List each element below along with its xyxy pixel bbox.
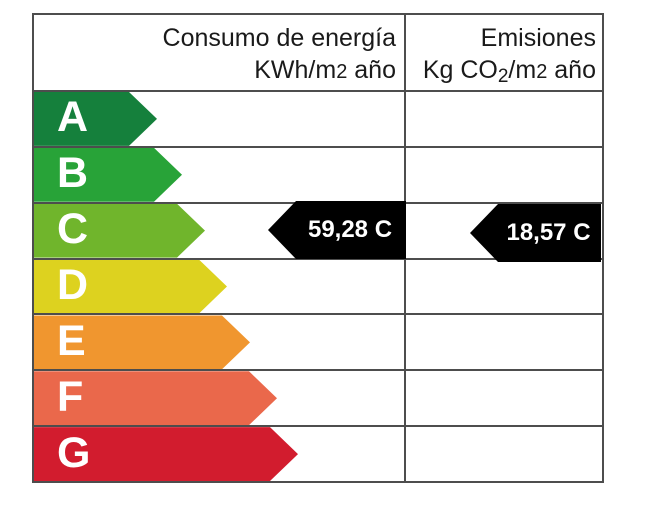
rating-row-E: E: [34, 315, 602, 372]
band-letter-E: E: [57, 316, 86, 365]
header-emissions: Emisiones Kg CO2/m2 año: [406, 15, 602, 90]
band-letter-G: G: [57, 428, 91, 477]
rating-band-arrow-E-icon: E: [34, 315, 250, 369]
rating-row-B: B: [34, 148, 602, 204]
rating-band-arrow-A-icon: A: [34, 92, 157, 146]
rating-row-A: A: [34, 92, 602, 148]
rating-band-arrow-C-icon: C: [34, 204, 205, 258]
header-consumption: Consumo de energía KWh/m2 año: [34, 15, 406, 90]
header-emissions-units: Kg CO2/m2 año: [422, 56, 596, 87]
header-emissions-title: Emisiones: [480, 24, 596, 52]
rating-row-C: C: [34, 204, 602, 260]
header-consumption-units: KWh/m2 año: [254, 56, 396, 84]
table-header: Consumo de energía KWh/m2 año Emisiones …: [34, 15, 602, 92]
consumption-indicator-value: 59,28 C: [307, 216, 393, 243]
emissions-indicator-value: 18,57 C: [506, 219, 591, 246]
rating-band-arrow-B-icon: B: [34, 148, 182, 202]
rating-band-arrow-G-icon: G: [34, 427, 298, 481]
band-letter-F: F: [57, 372, 84, 421]
rating-band-arrow-F-icon: F: [34, 371, 277, 425]
rating-row-G: G: [34, 427, 602, 481]
band-letter-D: D: [57, 261, 89, 309]
rating-row-F: F: [34, 371, 602, 428]
rating-table: Consumo de energía KWh/m2 año Emisiones …: [32, 13, 604, 483]
band-letter-B: B: [57, 149, 89, 198]
rating-band-arrow-D-icon: D: [34, 260, 227, 314]
emissions-indicator-arrow-icon: 18,57 C: [470, 204, 601, 262]
consumption-indicator-arrow-icon: 59,28 C: [268, 201, 406, 259]
header-consumption-title: Consumo de energía: [162, 24, 396, 52]
band-letter-C: C: [57, 205, 89, 254]
rating-row-D: D: [34, 260, 602, 316]
band-letter-A: A: [57, 93, 89, 142]
